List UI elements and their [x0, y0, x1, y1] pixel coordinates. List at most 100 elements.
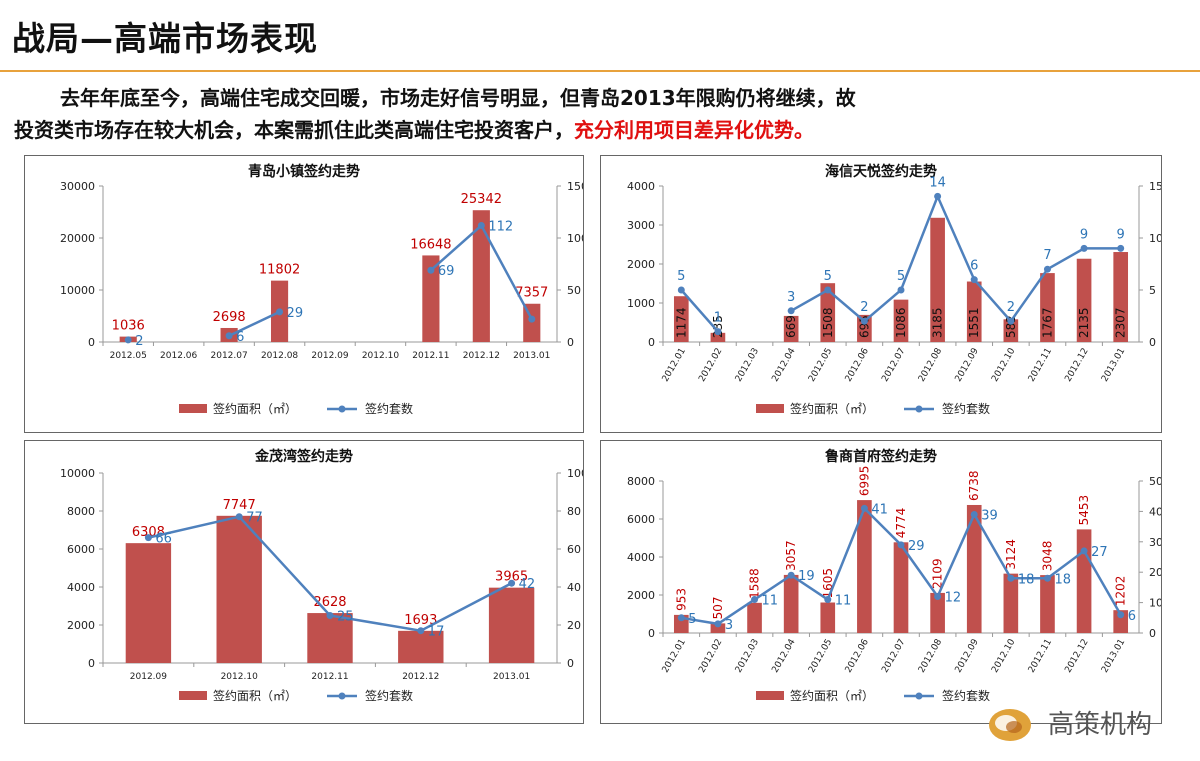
y-right-tick-label: 5 — [1149, 284, 1156, 297]
line-value-label: 39 — [981, 508, 998, 523]
y-right-tick-label: 40 — [567, 581, 581, 594]
line-value-label: 2 — [135, 334, 143, 349]
bar-signed-area — [747, 602, 762, 633]
line-point-marker — [124, 336, 132, 344]
bar-signed-area — [673, 296, 689, 342]
chart-title: 海信天悦签约走势 — [825, 163, 937, 180]
x-tick-label: 2012.02 — [697, 347, 724, 384]
bar-signed-area — [125, 543, 172, 663]
line-value-label: 18 — [1054, 572, 1071, 587]
bar-signed-area — [710, 623, 726, 633]
x-tick-label: 2013.01 — [493, 672, 530, 682]
series-line-units — [790, 193, 1121, 324]
x-tick-label: 2012.03 — [734, 638, 761, 675]
series-line-units — [680, 289, 719, 333]
bar-value-label: 1174 — [674, 307, 688, 338]
y-right-tick-label: 10 — [1149, 232, 1161, 245]
chart-title: 青岛小镇签约走势 — [248, 163, 360, 180]
line-value-label: 27 — [1091, 545, 1108, 560]
line-value-label: 12 — [945, 591, 962, 606]
bar-value-label: 1605 — [821, 568, 835, 599]
bar-signed-area — [216, 515, 262, 663]
bar-signed-area — [422, 255, 440, 342]
line-value-label: 9 — [1117, 227, 1125, 242]
bar-signed-area — [966, 281, 982, 342]
bar-value-label: 2135 — [1077, 307, 1091, 338]
line-value-label: 5 — [688, 612, 696, 627]
bar-value-label: 669 — [784, 315, 798, 338]
line-point-marker — [751, 596, 759, 604]
page-title: 战局—高端市场表现 — [12, 19, 318, 58]
legend-line-marker — [915, 692, 923, 700]
line-point-marker — [427, 266, 435, 274]
x-tick-label: 2012.10 — [362, 351, 399, 361]
x-tick-label: 2012.09 — [954, 637, 981, 674]
legend-bar-label: 签约面积（㎡） — [213, 688, 297, 703]
x-tick-label: 2012.12 — [402, 672, 439, 682]
y-right-tick-label: 50 — [567, 284, 581, 297]
bar-value-label: 6738 — [967, 470, 981, 501]
line-point-marker — [1007, 574, 1015, 582]
line-value-label: 29 — [287, 306, 304, 321]
line-value-label: 7 — [1043, 248, 1051, 263]
bar-signed-area — [783, 315, 799, 342]
line-point-marker — [824, 286, 832, 294]
x-tick-label: 2012.07 — [211, 351, 248, 361]
line-value-label: 3 — [787, 290, 795, 305]
line-point-marker — [824, 596, 832, 604]
bar-signed-area — [893, 542, 909, 633]
legend-line-label: 签约套数 — [942, 401, 990, 416]
x-tick-label: 2012.01 — [661, 347, 688, 384]
bar-signed-area — [1003, 573, 1019, 633]
y-left-tick-label: 10000 — [60, 467, 95, 480]
x-tick-label: 2012.05 — [110, 351, 147, 361]
chart-svg-lushang-shoufu: 鲁商首府签约走势 0 2000 4000 6000 8000 0 10 20 30 40 50 2012… — [627, 448, 1161, 703]
bar-value-label: 3185 — [931, 307, 945, 338]
bar-value-label: 582 — [1004, 315, 1018, 338]
line-point-marker — [1043, 574, 1051, 582]
line-value-label: 3 — [725, 618, 733, 633]
line-value-label: 6 — [236, 330, 244, 345]
bar-signed-area — [857, 500, 872, 633]
chart-lushang-shoufu: 鲁商首府签约走势 0 2000 4000 6000 8000 0 10 20 30 40 50 2012… — [600, 440, 1162, 724]
chart-svg-qingdao-town: 青岛小镇签约走势 0 10000 20000 30000 0 50 100 150 2012.05… — [60, 163, 583, 416]
y-left-tick-label: 0 — [648, 336, 655, 349]
y-right-tick-label: 60 — [567, 543, 581, 556]
line-point-marker — [714, 328, 722, 336]
line-value-label: 11 — [835, 594, 852, 609]
bar-signed-area — [1040, 575, 1055, 633]
bar-signed-area — [893, 299, 909, 342]
bar-value-label: 7747 — [223, 498, 256, 513]
bar-signed-area — [1113, 610, 1129, 633]
line-value-label: 29 — [908, 539, 925, 554]
x-tick-label: 2012.12 — [1063, 346, 1090, 383]
bar-value-label: 11802 — [259, 263, 300, 278]
bar-value-label: 3048 — [1040, 541, 1054, 572]
intro-highlight: 充分利用项目差异化优势。 — [574, 118, 814, 142]
bar-value-label: 1551 — [967, 307, 981, 338]
line-point-marker — [970, 510, 978, 518]
x-tick-label: 2012.05 — [807, 347, 834, 384]
x-tick-label: 2012.09 — [311, 351, 348, 361]
bar-value-label: 1036 — [112, 319, 145, 334]
x-tick-label: 2012.06 — [844, 637, 871, 674]
y-left-tick-label: 0 — [648, 627, 655, 640]
bar-value-label: 4774 — [894, 508, 908, 539]
line-value-label: 1 — [714, 311, 722, 326]
legend-line-marker — [915, 405, 923, 413]
y-left-tick-label: 20000 — [60, 232, 95, 245]
bar-value-label: 7357 — [515, 286, 548, 301]
y-right-tick-label: 20 — [1149, 566, 1161, 579]
bar-value-label: 3965 — [495, 570, 528, 585]
bar-signed-area — [398, 630, 444, 663]
line-point-marker — [508, 579, 516, 587]
x-tick-label: 2012.01 — [661, 638, 688, 675]
y-left-tick-label: 4000 — [627, 180, 655, 193]
y-left-tick-label: 8000 — [627, 475, 655, 488]
legend-bar-swatch — [756, 691, 784, 700]
bar-value-label: 695 — [857, 315, 871, 338]
legend-line-label: 签约套数 — [365, 401, 413, 416]
bar-value-label: 5453 — [1077, 495, 1091, 526]
bar-value-label: 1767 — [1040, 307, 1054, 338]
line-value-label: 42 — [519, 577, 536, 592]
